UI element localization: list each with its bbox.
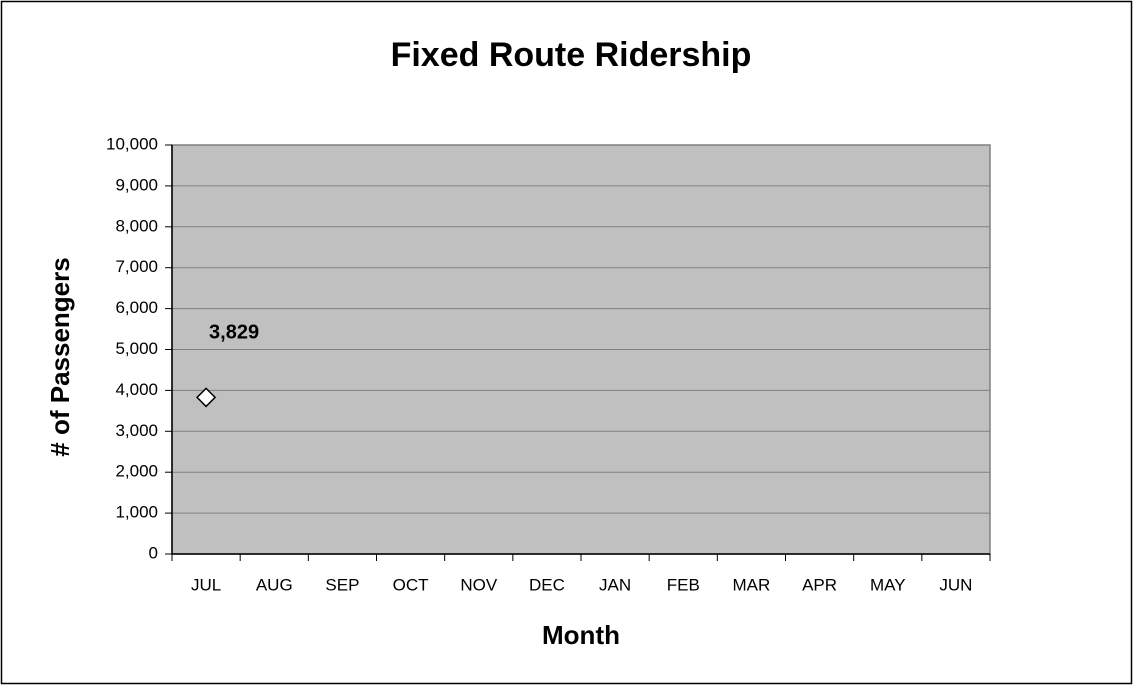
y-tick-label: 4,000 xyxy=(115,380,158,399)
y-tick-label: 6,000 xyxy=(115,298,158,317)
y-tick-label: 10,000 xyxy=(106,134,158,153)
y-tick-label: 2,000 xyxy=(115,462,158,481)
y-tick-label: 0 xyxy=(149,543,158,562)
x-tick-label: JAN xyxy=(599,575,631,594)
chart-title: Fixed Route Ridership xyxy=(391,36,752,74)
x-tick-label: JUL xyxy=(191,575,221,594)
x-tick-label: DEC xyxy=(529,575,565,594)
y-tick-label: 3,000 xyxy=(115,421,158,440)
x-axis-label: Month xyxy=(542,620,620,650)
x-tick-label: NOV xyxy=(460,575,498,594)
y-tick-label: 5,000 xyxy=(115,339,158,358)
data-point xyxy=(196,387,217,408)
x-tick-label: MAY xyxy=(870,575,906,594)
y-tick-label: 7,000 xyxy=(115,257,158,276)
x-tick-label: OCT xyxy=(393,575,429,594)
y-tick-label: 9,000 xyxy=(115,175,158,194)
y-axis-label: # of Passengers xyxy=(45,257,75,456)
x-tick-label: SEP xyxy=(325,575,359,594)
y-tick-label: 1,000 xyxy=(115,503,158,522)
x-tick-label: MAR xyxy=(733,575,771,594)
x-tick-label: APR xyxy=(802,575,837,594)
x-tick-label: JUN xyxy=(939,575,972,594)
x-tick-label: AUG xyxy=(256,575,293,594)
data-label: 3,829 xyxy=(209,322,259,344)
x-tick-label: FEB xyxy=(667,575,700,594)
y-tick-label: 8,000 xyxy=(115,216,158,235)
